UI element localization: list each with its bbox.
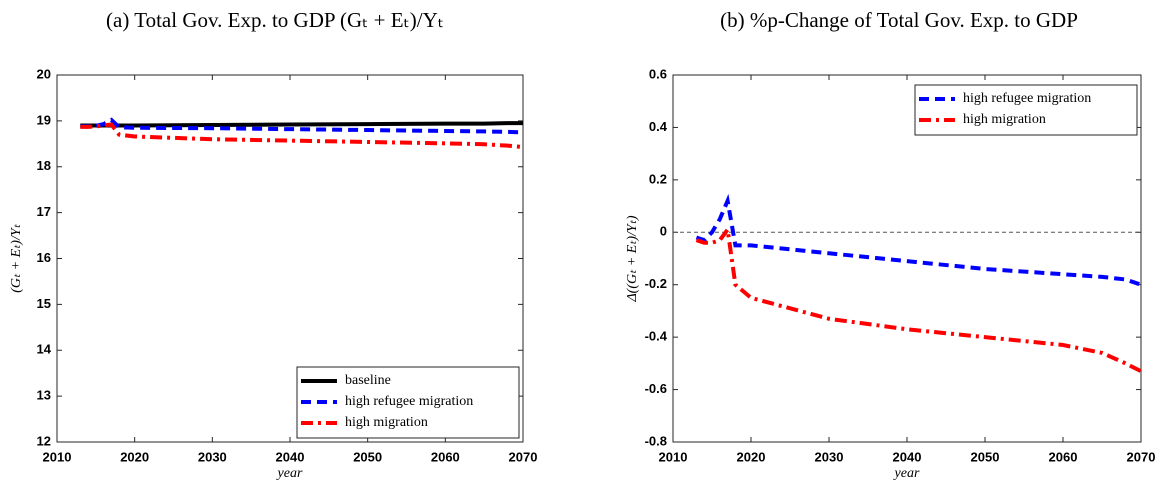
data-line [80, 122, 524, 150]
data-line [80, 117, 524, 135]
y-tick-label: -0.2 [645, 276, 667, 291]
y-tick-label: -0.6 [645, 381, 667, 396]
y-tick-label: 15 [37, 296, 51, 311]
y-tick-label: 12 [37, 433, 51, 448]
x-tick-label: 2010 [43, 449, 72, 464]
y-tick-label: 14 [37, 342, 52, 357]
y-tick-label: 18 [37, 158, 51, 173]
x-tick-label: 2050 [971, 449, 1000, 464]
x-axis-label: year [893, 466, 920, 481]
x-tick-label: 2050 [353, 449, 382, 464]
legend-label: high migration [963, 112, 1046, 127]
x-tick-label: 2030 [815, 449, 844, 464]
legend-label: baseline [345, 373, 391, 388]
data-line [695, 224, 1142, 374]
y-tick-label: 17 [37, 204, 51, 219]
y-tick-label: 0 [660, 224, 667, 239]
y-tick-label: 13 [37, 388, 51, 403]
y-axis-label: (Gₜ + Eₜ)/Yₜ [9, 223, 24, 292]
y-tick-label: 0.6 [649, 66, 667, 81]
chart-title: (b) %p-Change of Total Gov. Exp. to GDP [720, 8, 1078, 32]
y-tick-label: -0.8 [645, 433, 667, 448]
x-tick-label: 2070 [509, 449, 538, 464]
x-axis-label: year [276, 466, 303, 481]
x-tick-label: 2020 [120, 449, 149, 464]
y-tick-label: 20 [37, 66, 51, 81]
x-tick-label: 2060 [1049, 449, 1078, 464]
legend-label: high refugee migration [963, 91, 1091, 106]
y-tick-label: 0.4 [649, 119, 668, 134]
data-line [695, 193, 1142, 287]
legend-box [914, 84, 1138, 136]
legend-label: high migration [345, 415, 428, 430]
x-tick-label: 2060 [431, 449, 460, 464]
x-tick-label: 2010 [659, 449, 688, 464]
x-tick-label: 2030 [198, 449, 227, 464]
y-tick-label: 19 [37, 112, 51, 127]
chart-title: (a) Total Gov. Exp. to GDP (Gₜ + Eₜ)/Yₜ [106, 8, 444, 32]
y-tick-label: -0.4 [645, 329, 668, 344]
y-axis-label: Δ((Gₜ + Eₜ)/Yₜ) [625, 215, 640, 302]
data-line [80, 121, 523, 128]
x-tick-label: 2070 [1127, 449, 1156, 464]
y-tick-label: 0.2 [649, 171, 667, 186]
x-tick-label: 2040 [276, 449, 305, 464]
y-tick-label: 16 [37, 250, 51, 265]
plot-area [672, 74, 1142, 443]
x-tick-label: 2020 [737, 449, 766, 464]
legend-label: high refugee migration [345, 394, 473, 409]
x-tick-label: 2040 [893, 449, 922, 464]
